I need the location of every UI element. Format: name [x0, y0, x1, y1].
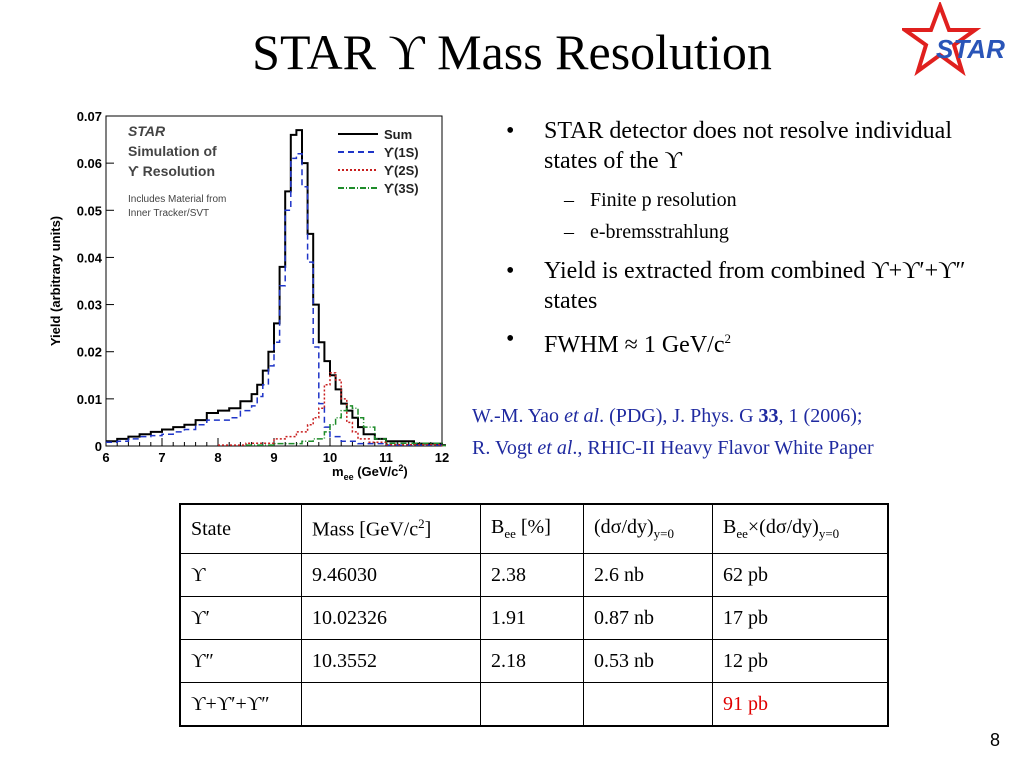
slide-title: STAR ϒ Mass Resolution [252, 24, 772, 80]
series-line-3 [246, 405, 446, 447]
y-tick-label: 0.02 [77, 345, 102, 360]
cell-state: ϒ [179, 553, 302, 597]
legend-label: ϒ(3S) [384, 181, 419, 196]
legend-label: ϒ(2S) [384, 163, 419, 178]
cell-state: ϒ′ [179, 596, 302, 640]
y-tick-label: 0.05 [77, 203, 102, 218]
table-row: ϒ 9.46030 2.38 2.6 nb 62 pb [179, 553, 889, 597]
annotation-line4: Includes Material from [128, 194, 226, 205]
y-tick-label: 0 [95, 439, 102, 454]
x-tick-label: 6 [102, 450, 109, 465]
header-mass: Mass [GeV/c2] [301, 503, 481, 554]
mass-resolution-chart: 6 7 8 9 10 11 1200.010.020.030.040.050.060.07 … [50, 109, 449, 482]
x-axis-label: mee (GeV/c2) [332, 463, 408, 482]
cell-bee: 2.38 [480, 553, 584, 597]
x-tick-label: 11 [379, 450, 393, 465]
legend-label: ϒ(1S) [384, 145, 419, 160]
x-tick-label: 9 [270, 450, 277, 465]
chart-legend: Sum ϒ(1S) ϒ(2S) ϒ(3S) [338, 127, 419, 196]
y-tick-label: 0.04 [77, 250, 103, 265]
cell-bee: 1.91 [480, 596, 584, 640]
star-logo: STAR [902, 2, 1005, 77]
y-tick-label: 0.06 [77, 156, 102, 171]
y-tick-label: 0.03 [77, 298, 102, 313]
cell-bee: 2.18 [480, 639, 584, 683]
header-product: Bee×(dσ/dy)y=0 [712, 503, 889, 554]
cell-dsdy: 0.87 nb [583, 596, 713, 640]
legend-label: Sum [384, 127, 412, 142]
chart-annotation: STAR Simulation of ϒ Resolution Includes… [128, 123, 226, 219]
annotation-line5: Inner Tracker/SVT [128, 208, 209, 219]
annotation-line3: ϒ Resolution [128, 163, 215, 179]
cell-mass [301, 682, 481, 727]
table-row: ϒ′ 10.02326 1.91 0.87 nb 17 pb [179, 596, 889, 640]
sub-bullet-item: Finite p resolution [506, 184, 1006, 216]
reference-citation: W.-M. Yao et al. (PDG), J. Phys. G 33, 1… [472, 400, 1012, 464]
header-bee: Bee [%] [480, 503, 584, 554]
bullet-item: Yield is extracted from combined ϒ+ϒ′+ϒ″… [506, 256, 1006, 316]
cell-dsdy: 2.6 nb [583, 553, 713, 597]
cell-state: ϒ″ [179, 639, 302, 683]
table-row: ϒ″ 10.3552 2.18 0.53 nb 12 pb [179, 639, 889, 683]
x-tick-label: 10 [323, 450, 337, 465]
annotation-star: STAR [128, 123, 166, 139]
sub-bullet-item: e-bremsstrahlung [506, 216, 1006, 248]
y-tick-label: 0.07 [77, 109, 102, 124]
y-tick-label: 0.01 [77, 392, 102, 407]
cell-mass: 10.3552 [301, 639, 481, 683]
table-row-total: ϒ+ϒ′+ϒ″ 91 pb [179, 682, 889, 727]
x-tick-label: 12 [435, 450, 449, 465]
cell-product: 12 pb [712, 639, 889, 683]
logo-text: STAR [936, 34, 1005, 64]
cell-dsdy: 0.53 nb [583, 639, 713, 683]
cell-state: ϒ+ϒ′+ϒ″ [179, 682, 302, 727]
page-number: 8 [990, 730, 1001, 750]
cell-product: 17 pb [712, 596, 889, 640]
bullet-list: STAR detector does not resolve individua… [506, 116, 1006, 368]
annotation-line2: Simulation of [128, 143, 217, 159]
cell-bee [480, 682, 584, 727]
upsilon-states-table: State Mass [GeV/c2] Bee [%] (dσ/dy)y=0 B… [179, 503, 889, 727]
cell-mass: 9.46030 [301, 553, 481, 597]
header-dsdy: (dσ/dy)y=0 [583, 503, 713, 554]
header-state: State [179, 503, 302, 554]
cell-mass: 10.02326 [301, 596, 481, 640]
bullet-item: FWHM ≈ 1 GeV/c2 [506, 324, 1006, 360]
bullet-item: STAR detector does not resolve individua… [506, 116, 1006, 176]
reference-line-2: R. Vogt et al., RHIC-II Heavy Flavor Whi… [472, 437, 874, 459]
reference-line-1: W.-M. Yao et al. (PDG), J. Phys. G 33, 1… [472, 405, 863, 427]
series-line-1 [106, 152, 446, 447]
table-header-row: State Mass [GeV/c2] Bee [%] (dσ/dy)y=0 B… [179, 503, 889, 554]
logo-star-icon [902, 2, 982, 77]
y-axis-label: Yield (arbitrary units) [50, 216, 63, 346]
cell-product: 62 pb [712, 553, 889, 597]
cell-dsdy [583, 682, 713, 727]
x-tick-label: 8 [214, 450, 221, 465]
cell-product-total: 91 pb [712, 682, 889, 727]
series-line-2 [218, 372, 446, 447]
x-tick-label: 7 [158, 450, 165, 465]
